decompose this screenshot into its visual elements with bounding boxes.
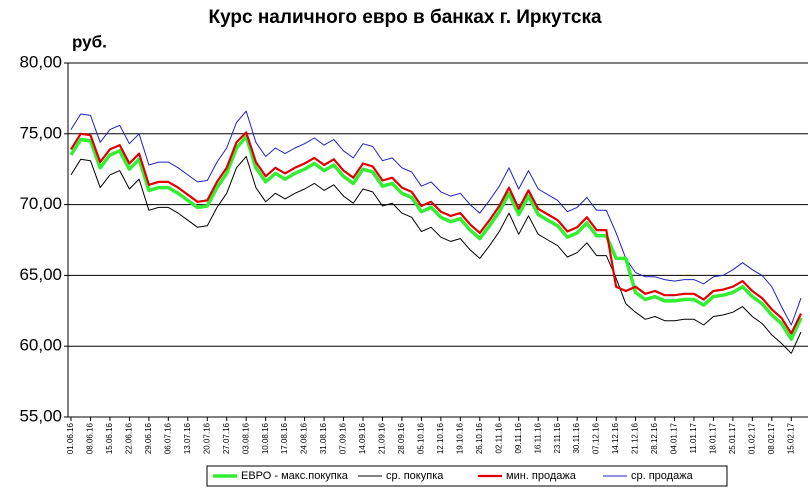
x-tick-label: 21.12.16 — [631, 422, 640, 454]
series-line — [70, 131, 802, 335]
series-line — [70, 156, 802, 354]
y-tick-label: 70,00 — [19, 194, 62, 213]
y-unit: руб. — [72, 32, 107, 51]
x-tick-label: 07.09.16 — [339, 422, 348, 454]
x-tick-label: 07.12.16 — [592, 422, 601, 454]
x-tick-label: 27.07.16 — [222, 422, 231, 454]
y-tick-label: 65,00 — [19, 265, 62, 284]
y-tick-label: 75,00 — [19, 123, 62, 142]
x-tick-label: 31.08.16 — [319, 422, 328, 454]
x-tick-label: 15.06.16 — [105, 422, 114, 454]
x-tick-label: 22.06.16 — [125, 422, 134, 454]
x-tick-label: 25.01.17 — [728, 422, 737, 454]
x-tick-label: 03.08.16 — [241, 422, 250, 454]
x-tick-label: 14.09.16 — [358, 422, 367, 454]
x-tick-label: 28.12.16 — [650, 422, 659, 454]
legend-box — [206, 465, 728, 487]
chart-title: Курс наличного евро в банках г. Иркутска — [208, 7, 601, 28]
x-tick-label: 08.06.16 — [86, 422, 95, 454]
x-tick-label: 24.08.16 — [300, 422, 309, 454]
x-tick-label: 09.11.16 — [514, 422, 523, 453]
x-tick-label: 12.10.16 — [436, 422, 445, 454]
x-tick-label: 20.07.16 — [202, 422, 211, 454]
x-tick-label: 10.08.16 — [261, 422, 270, 454]
x-tick-label: 02.11.16 — [494, 422, 503, 453]
y-tick-label: 80,00 — [19, 52, 62, 71]
x-tick-label: 14.12.16 — [611, 422, 620, 454]
x-tick-label: 01.02.17 — [747, 422, 756, 454]
x-tick-label: 17.08.16 — [280, 422, 289, 454]
x-tick-label: 08.02.17 — [767, 422, 776, 454]
series-line — [70, 110, 802, 326]
x-tick-label: 11.01.17 — [689, 422, 698, 453]
x-tick-label: 19.10.16 — [455, 422, 464, 454]
legend-label: ЕВРО - макс.покупка — [241, 470, 349, 482]
x-tick-label: 04.01.17 — [670, 422, 679, 454]
y-tick-label: 60,00 — [19, 336, 62, 355]
x-tick-label: 30.11.16 — [572, 422, 581, 453]
series-line — [69, 134, 803, 341]
x-tick-label: 13.07.16 — [183, 422, 192, 454]
x-tick-label: 16.11.16 — [533, 422, 542, 453]
x-tick-label: 21.09.16 — [378, 422, 387, 454]
x-tick-label: 29.06.16 — [144, 422, 153, 454]
x-tick-label: 01.06.16 — [66, 422, 75, 454]
x-tick-label: 28.09.16 — [397, 422, 406, 454]
x-tick-label: 18.01.17 — [709, 422, 718, 454]
legend-label: мин. продажа — [506, 470, 577, 482]
legend-label: ср. продажа — [631, 470, 694, 482]
legend-label: ср. покупка — [386, 470, 444, 482]
x-tick-label: 26.10.16 — [475, 422, 484, 454]
y-tick-label: 55,00 — [19, 406, 62, 425]
x-tick-label: 05.10.16 — [417, 422, 426, 454]
x-tick-label: 06.07.16 — [163, 422, 172, 454]
x-tick-label: 15.02.17 — [786, 422, 795, 454]
x-tick-label: 23.11.16 — [553, 422, 562, 453]
